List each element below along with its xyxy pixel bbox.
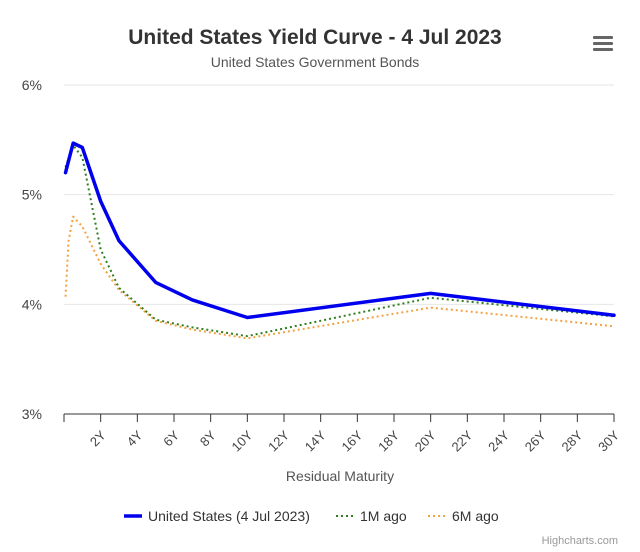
series-line-0[interactable] bbox=[63, 141, 616, 320]
legend: United States (4 Jul 2023) 1M ago 6M ago bbox=[124, 508, 499, 524]
x-tick-label: 30Y bbox=[595, 427, 622, 454]
x-tick-label: 8Y bbox=[197, 427, 219, 449]
series-line-1[interactable] bbox=[64, 144, 615, 338]
chart-subtitle: United States Government Bonds bbox=[211, 54, 420, 70]
legend-label: United States (4 Jul 2023) bbox=[148, 508, 310, 524]
x-tick-label: 24Y bbox=[485, 427, 512, 454]
x-tick-label: 28Y bbox=[558, 427, 585, 454]
x-axis-title: Residual Maturity bbox=[286, 468, 394, 484]
y-axis-labels: 3% 4% 5% 6% bbox=[22, 77, 42, 422]
x-tick-label: 26Y bbox=[522, 427, 549, 454]
y-tick-label: 4% bbox=[22, 296, 42, 312]
x-tick-label: 18Y bbox=[375, 427, 402, 454]
legend-item-1[interactable]: 1M ago bbox=[336, 508, 407, 524]
hamburger-menu-icon bbox=[593, 36, 613, 51]
x-tick-label: 16Y bbox=[338, 427, 365, 454]
x-tick-label: 22Y bbox=[448, 427, 475, 454]
series-lines bbox=[63, 141, 616, 340]
legend-label: 6M ago bbox=[452, 508, 499, 524]
x-tick-label: 2Y bbox=[87, 427, 109, 449]
x-axis-labels: 2Y 4Y 6Y 8Y 10Y 12Y 14Y 16Y 18Y 20Y 22Y 24Y 26Y 28Y 30… bbox=[87, 427, 622, 454]
x-tick-label: 4Y bbox=[124, 427, 146, 449]
legend-label: 1M ago bbox=[360, 508, 407, 524]
chart-title: United States Yield Curve - 4 Jul 2023 bbox=[128, 26, 501, 49]
x-tick-label: 10Y bbox=[228, 427, 255, 454]
x-tick-label: 20Y bbox=[412, 427, 439, 454]
x-tick-label: 14Y bbox=[302, 427, 329, 454]
legend-item-0[interactable]: United States (4 Jul 2023) bbox=[124, 508, 310, 524]
legend-item-2[interactable]: 6M ago bbox=[428, 508, 499, 524]
x-tick-label: 12Y bbox=[265, 427, 292, 454]
y-tick-label: 6% bbox=[22, 77, 42, 93]
series-line-2[interactable] bbox=[64, 215, 615, 340]
credits-link[interactable]: Highcharts.com bbox=[542, 535, 618, 547]
y-tick-label: 5% bbox=[22, 187, 42, 203]
x-tick-label: 6Y bbox=[160, 427, 182, 449]
chart-menu-button[interactable] bbox=[588, 30, 618, 58]
x-axis bbox=[63, 413, 615, 422]
y-tick-label: 3% bbox=[22, 406, 42, 422]
